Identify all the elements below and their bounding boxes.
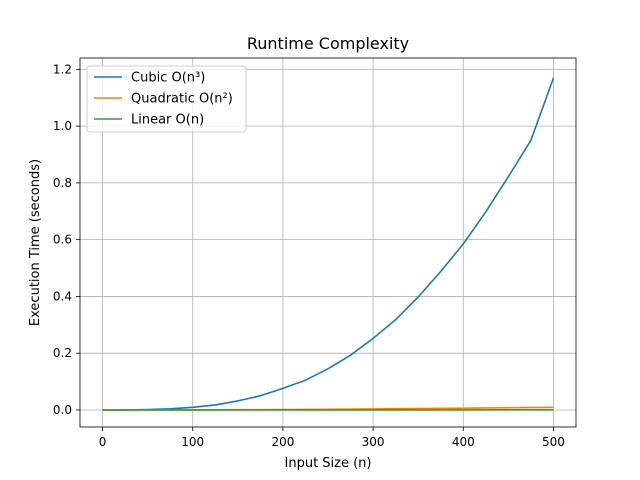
y-tick-label: 1.2 [53,62,72,76]
y-tick-label: 0.4 [53,289,72,303]
plot-frame [79,57,577,428]
y-tick-label: 0.8 [53,176,72,190]
x-tick-label: 400 [452,435,475,449]
x-tick-label: 200 [271,435,294,449]
grid [80,58,576,427]
y-axis-label: Execution Time (seconds) [28,159,43,326]
y-tick-label: 0.2 [53,346,72,360]
legend-box [86,65,247,133]
legend-label-cubic: Cubic O(n³) [131,71,205,86]
y-tick-label: 0.0 [53,403,72,417]
chart-title: Runtime Complexity [247,34,409,53]
y-tick-label: 1.0 [53,119,72,133]
x-axis-label: Input Size (n) [285,456,372,471]
x-tick-label: 100 [181,435,204,449]
legend: Cubic O(n³) Quadratic O(n²) Linear O(n) [86,65,247,133]
legend-label-linear: Linear O(n) [131,113,204,128]
ticks: 0 100 200 300 400 500 0.0 0.2 0.4 0.6 0.8 1.0 1.2 [53,62,565,449]
series-line-cubic [102,77,555,411]
x-tick-label: 500 [542,435,565,449]
y-tick-label: 0.6 [53,233,72,247]
x-tick-label: 300 [362,435,385,449]
x-tick-label: 0 [99,435,107,449]
series-layer [102,77,555,411]
legend-label-quadratic: Quadratic O(n²) [131,92,233,107]
